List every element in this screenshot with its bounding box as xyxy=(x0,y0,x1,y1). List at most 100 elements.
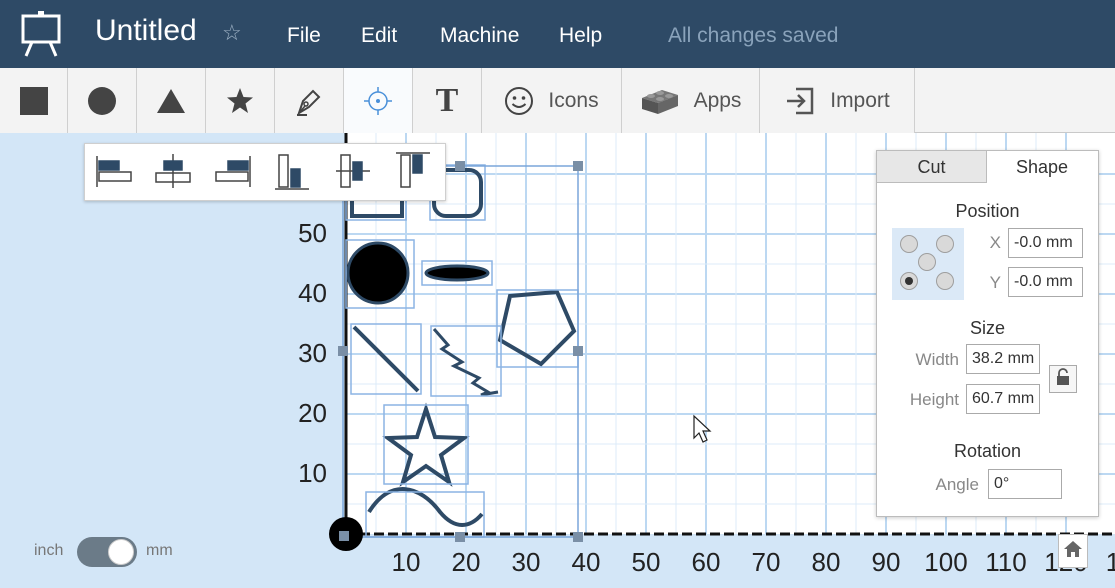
align-right-button[interactable] xyxy=(208,148,258,198)
import-icon xyxy=(784,85,816,117)
x-label: X xyxy=(989,233,1001,252)
shape-line[interactable] xyxy=(352,325,420,393)
top-bar: Untitled ☆ File Edit Machine Help All ch… xyxy=(0,0,1115,68)
properties-panel: Cut Shape Position X -0.0 mm Y -0.0 mm S… xyxy=(876,150,1099,517)
document-title[interactable]: Untitled xyxy=(95,14,197,47)
x-tick-40: 40 xyxy=(572,547,601,577)
tool-icons-label: Icons xyxy=(548,88,599,112)
x-tick-70: 70 xyxy=(752,547,781,577)
unit-toggle-knob[interactable] xyxy=(108,539,134,565)
triangle-icon xyxy=(156,87,186,115)
tool-triangle[interactable] xyxy=(137,68,206,133)
square-icon xyxy=(19,86,49,116)
align-top-button[interactable] xyxy=(388,148,438,198)
align-center-button[interactable] xyxy=(148,148,198,198)
y-tick-10: 10 xyxy=(298,458,327,488)
star-outline-icon[interactable]: ☆ xyxy=(222,20,242,45)
shape-ellipse[interactable] xyxy=(424,264,490,282)
text-icon: T xyxy=(435,81,459,119)
align-top-icon xyxy=(393,151,433,196)
height-label: Height xyxy=(909,390,959,409)
crosshair-icon xyxy=(362,85,394,117)
x-tick-100: 100 xyxy=(924,547,967,577)
tool-apps[interactable]: Apps xyxy=(622,68,760,133)
tool-crosshair[interactable] xyxy=(344,68,413,133)
anchor-center[interactable] xyxy=(918,253,936,271)
tab-shape[interactable]: Shape xyxy=(987,151,1097,183)
y-field[interactable]: -0.0 mm xyxy=(1008,267,1083,297)
unit-inch-label: inch xyxy=(34,542,64,559)
align-right-icon xyxy=(213,151,253,196)
tool-import-label: Import xyxy=(830,88,890,112)
x-tick-10: 10 xyxy=(392,547,421,577)
y-tick-20: 20 xyxy=(298,398,327,428)
panel-tabs: Cut Shape xyxy=(877,151,1098,183)
anchor-top-right[interactable] xyxy=(936,235,954,253)
menu-help[interactable]: Help xyxy=(559,24,603,47)
x-tick-60: 60 xyxy=(692,547,721,577)
tab-cut[interactable]: Cut xyxy=(877,151,987,183)
tool-circle[interactable] xyxy=(68,68,137,133)
x-field[interactable]: -0.0 mm xyxy=(1008,228,1083,258)
align-toolbar xyxy=(84,143,446,201)
circle-icon xyxy=(87,86,117,116)
tool-pen[interactable] xyxy=(275,68,344,133)
y-tick-40: 40 xyxy=(298,278,327,308)
shape-circle[interactable] xyxy=(346,241,410,305)
align-left-icon xyxy=(94,151,134,196)
menu-file[interactable]: File xyxy=(287,24,321,47)
origin-handle[interactable] xyxy=(339,531,349,541)
align-center-icon xyxy=(153,151,193,196)
x-tick-partial: 1 xyxy=(1106,547,1115,577)
width-label: Width xyxy=(915,350,959,369)
selection-handles[interactable] xyxy=(338,161,583,542)
shape-wave[interactable] xyxy=(367,487,484,527)
unit-toggle[interactable] xyxy=(77,537,137,567)
x-tick-90: 90 xyxy=(872,547,901,577)
tool-text[interactable]: T xyxy=(413,68,482,133)
shape-star[interactable] xyxy=(382,402,470,487)
lego-brick-icon xyxy=(640,86,680,116)
unit-mm-label: mm xyxy=(146,542,173,559)
pen-icon xyxy=(293,85,325,117)
anchor-top-left[interactable] xyxy=(900,235,918,253)
unlock-icon xyxy=(1055,367,1071,391)
save-status: All changes saved xyxy=(668,24,839,47)
x-tick-20: 20 xyxy=(452,547,481,577)
rotation-title: Rotation xyxy=(953,441,1022,461)
y-tick-50: 50 xyxy=(298,218,327,248)
star-icon xyxy=(226,87,254,115)
x-tick-50: 50 xyxy=(632,547,661,577)
anchor-bottom-right[interactable] xyxy=(936,272,954,290)
width-field[interactable]: 38.2 mm xyxy=(966,344,1040,374)
home-icon xyxy=(1063,540,1083,563)
align-left-button[interactable] xyxy=(89,148,139,198)
tool-apps-label: Apps xyxy=(693,88,742,112)
tool-star[interactable] xyxy=(206,68,275,133)
menu-machine[interactable]: Machine xyxy=(440,24,520,47)
easel-logo-icon[interactable] xyxy=(18,10,64,58)
align-bottom-button[interactable] xyxy=(267,148,317,198)
angle-label: Angle xyxy=(935,475,979,494)
position-title: Position xyxy=(955,201,1020,221)
y-tick-30: 30 xyxy=(298,338,327,368)
align-middle-button[interactable] xyxy=(328,148,378,198)
shape-zigzag[interactable] xyxy=(432,328,499,397)
tool-import[interactable]: Import xyxy=(760,68,915,133)
smiley-icon xyxy=(504,86,534,116)
align-bottom-icon xyxy=(272,151,312,196)
anchor-bottom-left[interactable] xyxy=(900,272,918,290)
shape-toolbar: T Icons Apps xyxy=(0,68,1115,133)
aspect-lock-button[interactable] xyxy=(1049,365,1077,393)
x-tick-110: 110 xyxy=(985,547,1026,577)
y-label: Y xyxy=(989,273,1001,292)
menu-edit[interactable]: Edit xyxy=(361,24,398,47)
anchor-selector xyxy=(892,228,964,300)
height-field[interactable]: 60.7 mm xyxy=(966,384,1040,414)
mouse-cursor-icon xyxy=(693,414,712,443)
home-view-button[interactable] xyxy=(1058,534,1088,568)
x-tick-30: 30 xyxy=(512,547,541,577)
tool-square[interactable] xyxy=(0,68,68,133)
angle-field[interactable]: 0° xyxy=(988,469,1062,499)
tool-icons[interactable]: Icons xyxy=(482,68,622,133)
